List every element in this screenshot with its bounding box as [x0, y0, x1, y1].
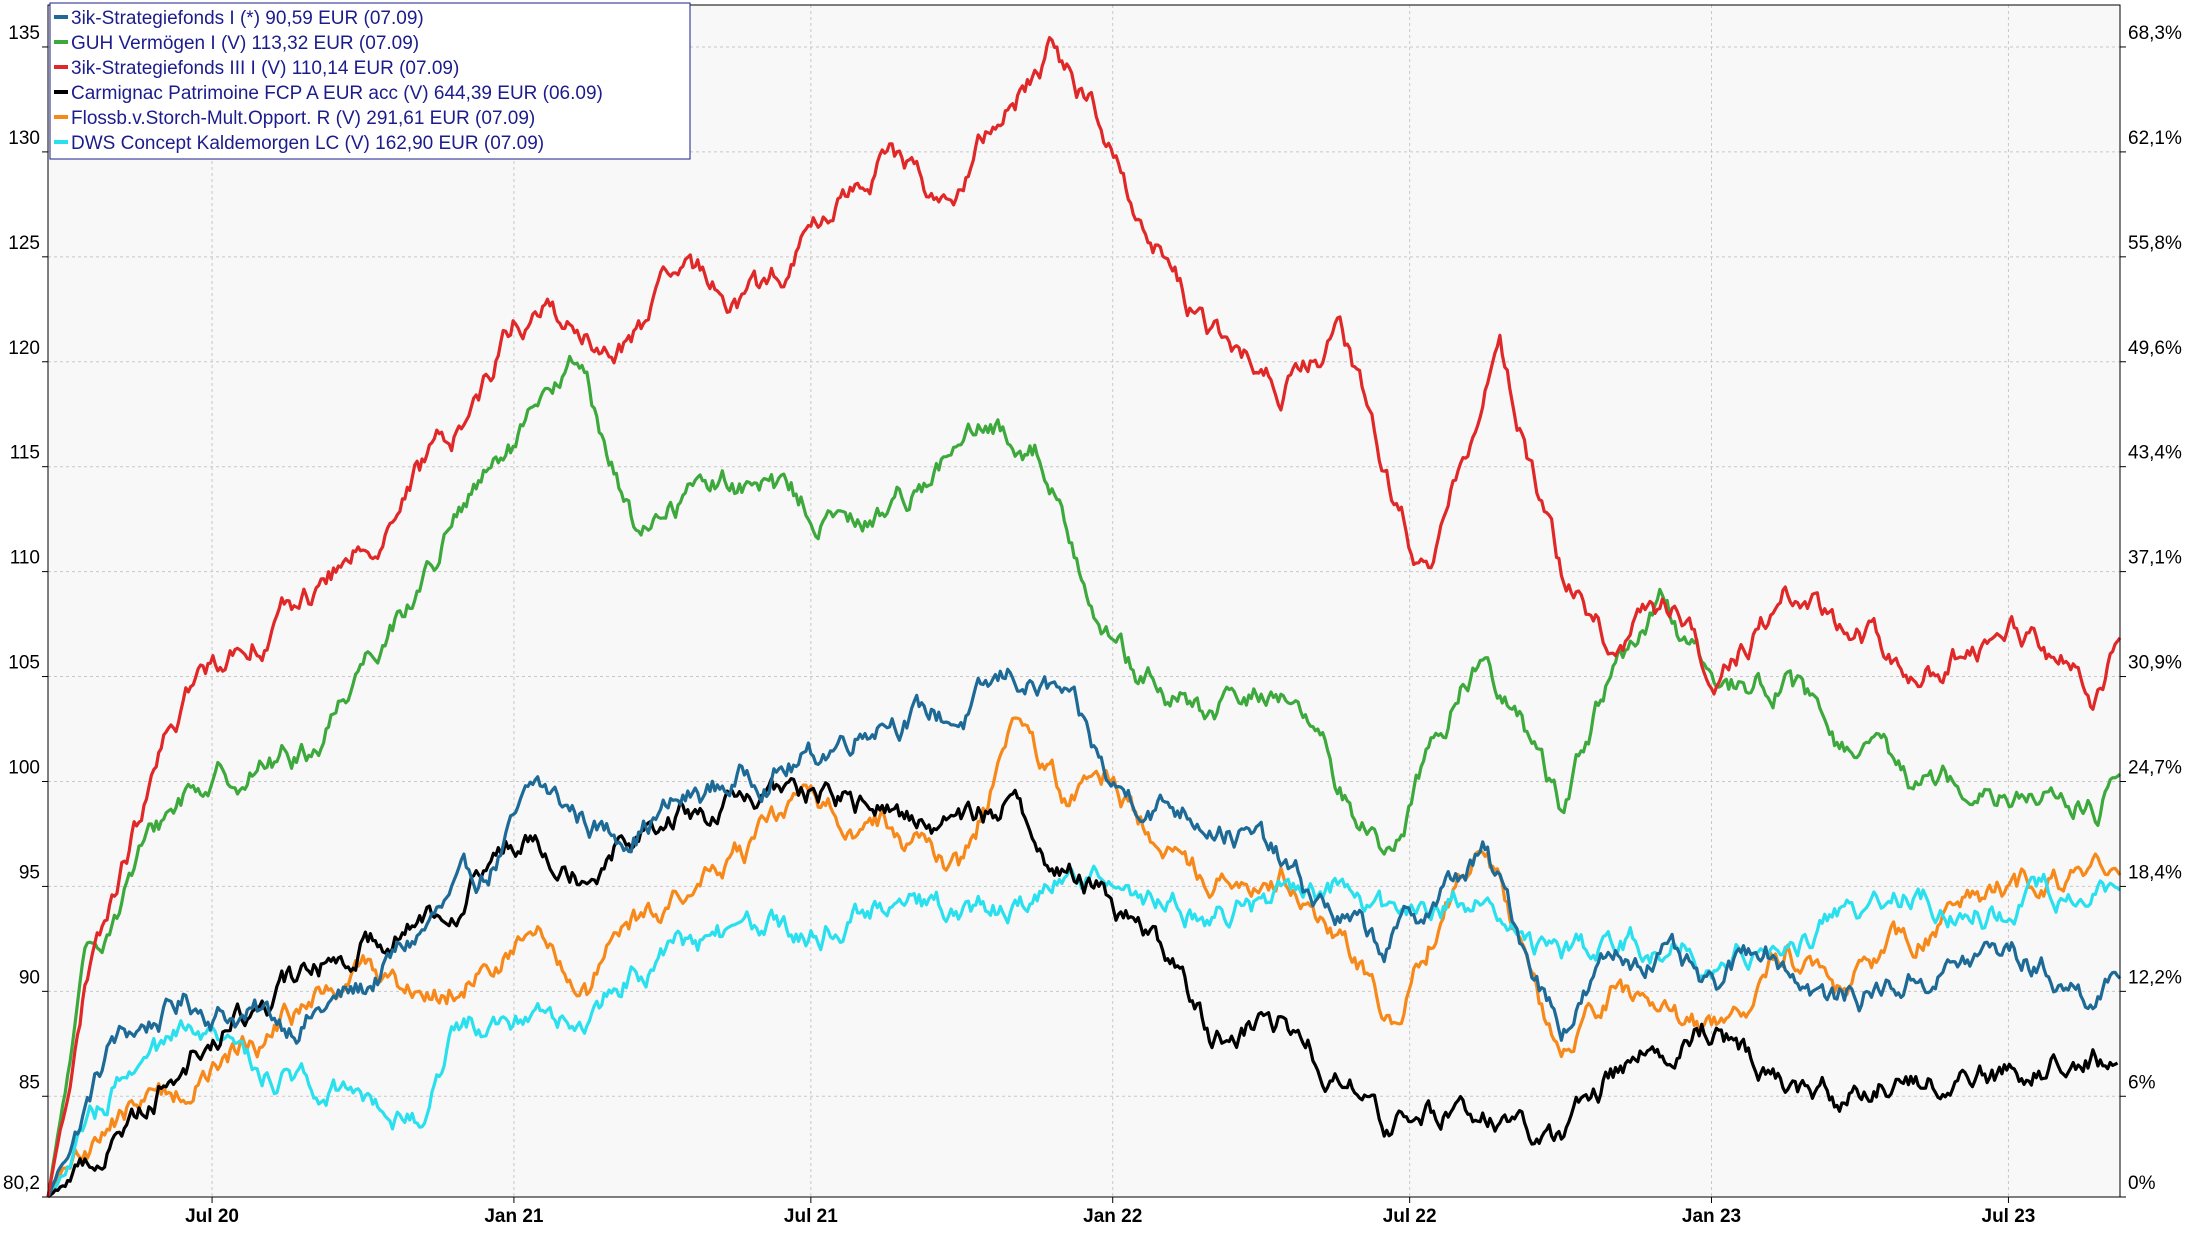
y-left-tick-label: 110 [10, 548, 40, 569]
legend-entry: 3ik-Strategiefonds I (*) 90,59 EUR (07.0… [71, 8, 424, 29]
y-left-tick-label: 95 [19, 862, 40, 883]
y-left-tick-label: 120 [8, 338, 40, 359]
legend-entry: Carmignac Patrimoine FCP A EUR acc (V) 6… [71, 83, 603, 104]
y-right-tick-label: 18,4% [2128, 862, 2182, 883]
y-left-tick-label: 100 [8, 757, 40, 778]
grid-layer [48, 5, 2120, 1197]
x-tick-label: Jan 21 [484, 1206, 544, 1227]
series-layer [46, 36, 2122, 1199]
x-tick-label: Jan 23 [1682, 1206, 1741, 1227]
y-right-tick-label: 24,7% [2128, 757, 2182, 778]
y-left-tick-label: 90 [19, 967, 40, 988]
y-right-tick-label: 6% [2128, 1072, 2156, 1093]
legend-entry: 3ik-Strategiefonds III I (V) 110,14 EUR … [71, 58, 459, 79]
y-left-tick-label: 115 [10, 443, 40, 464]
x-tick-label: Jul 20 [185, 1206, 239, 1227]
y-left-tick-label: 105 [8, 653, 40, 674]
x-tick-label: Jul 23 [1982, 1206, 2036, 1227]
y-right-tick-label: 49,6% [2128, 338, 2182, 359]
x-tick-label: Jul 22 [1383, 1206, 1437, 1227]
y-right-tick-label: 37,1% [2128, 548, 2182, 569]
plot-border [47, 4, 2121, 1198]
y-left-tick-label: 130 [8, 128, 40, 149]
y-right-tick-label: 30,9% [2128, 653, 2182, 674]
y-right-tick-label: 0% [2128, 1173, 2156, 1194]
y-right-tick-label: 68,3% [2128, 23, 2182, 44]
y-left-tick-label: 80,2 [3, 1173, 40, 1194]
y-left-tick-label: 85 [19, 1072, 40, 1093]
series-line-6 [46, 864, 2122, 1198]
y-right-tick-label: 55,8% [2128, 233, 2182, 254]
series-line-2 [46, 354, 2122, 1198]
legend: 3ik-Strategiefonds I (*) 90,59 EUR (07.0… [49, 2, 691, 160]
legend-box [49, 2, 691, 160]
y-right-tick-label: 43,4% [2128, 443, 2182, 464]
x-tick-label: Jan 22 [1083, 1206, 1142, 1227]
plot-area [48, 5, 2120, 1197]
y-right-tick-label: 62,1% [2128, 128, 2182, 149]
series-line-4 [46, 777, 2119, 1199]
y-right-tick-label: 12,2% [2128, 967, 2182, 988]
x-tick-label: Jul 21 [784, 1206, 838, 1227]
y-left-tick-label: 125 [8, 233, 40, 254]
series-line-1 [46, 667, 2122, 1198]
axis-layer: 80,2 0% 85 6% 90 12,2% 95 18,4% 100 24,7% 105 30,9%… [3, 4, 2182, 1227]
series-line-3 [46, 36, 2122, 1198]
legend-entry: Flossb.v.Storch-Mult.Opport. R (V) 291,6… [71, 108, 535, 129]
legend-entry: GUH Vermögen I (V) 113,32 EUR (07.09) [71, 33, 419, 54]
y-left-tick-label: 135 [8, 23, 40, 44]
legend-entry: DWS Concept Kaldemorgen LC (V) 162,90 EU… [71, 133, 544, 154]
